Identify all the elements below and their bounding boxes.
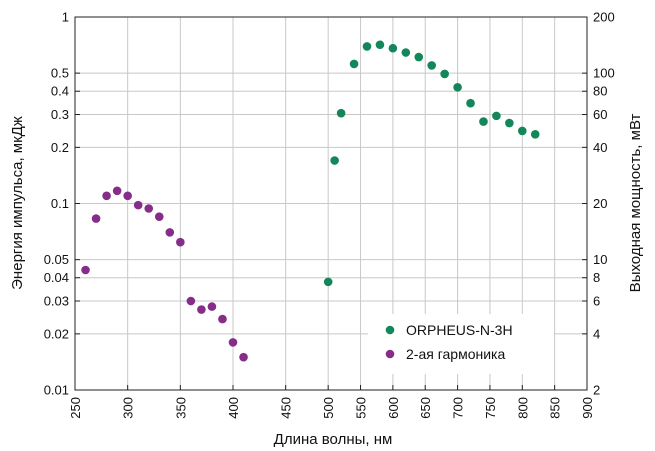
right-axis-label: Выходная мощность, мВт: [627, 114, 644, 293]
data-point-harmonic: [176, 237, 185, 247]
data-point-harmonic: [228, 338, 238, 347]
x-axis-label: Длина волны, нм: [274, 431, 393, 448]
data-point-harmonic: [102, 191, 111, 201]
data-point-orpheus: [349, 59, 359, 69]
data-point-orpheus: [336, 108, 346, 118]
left-tick-label: 0.05: [44, 252, 69, 267]
data-point-harmonic: [112, 186, 122, 196]
right-tick-label: 4: [593, 326, 600, 341]
left-tick-label: 0.04: [44, 270, 69, 285]
left-tick-label: 0.03: [44, 294, 69, 309]
legend-label: ORPHEUS-N-3H: [406, 322, 513, 338]
data-point-harmonic: [133, 200, 143, 210]
right-tick-label: 200: [593, 10, 615, 25]
data-point-orpheus: [323, 277, 333, 287]
data-point-orpheus: [479, 117, 488, 126]
series-points: [81, 40, 540, 362]
x-axis-ticks: 250 300 350 400 450 500 550 600 650 700 750 800 850 9…: [68, 385, 595, 419]
data-point-harmonic: [197, 305, 206, 314]
legend-box: [368, 314, 554, 374]
legend-label: 2-ая гармоника: [406, 346, 505, 362]
data-point-orpheus: [330, 156, 339, 165]
data-point-harmonic: [186, 296, 196, 306]
left-axis-label: Энергия импульса, мкДж: [9, 116, 26, 290]
left-tick-label: 0.3: [51, 107, 69, 122]
x-tick-label: 350: [173, 397, 188, 419]
left-axis-ticks: 0.01 0.02 0.03 0.04 0.05 0.1 0.2 0.3 0.4 0.5 1: [44, 10, 80, 398]
data-point-orpheus: [505, 118, 514, 128]
right-tick-label: 2: [593, 383, 600, 398]
right-tick-label: 8: [593, 270, 600, 285]
data-point-orpheus: [362, 42, 372, 51]
legend-marker: [385, 349, 395, 359]
left-tick-label: 0.2: [51, 140, 69, 155]
data-point-orpheus: [492, 111, 501, 121]
x-tick-label: 550: [354, 397, 369, 419]
data-point-orpheus: [453, 82, 462, 92]
left-tick-label: 0.4: [51, 84, 69, 99]
x-tick-label: 800: [515, 397, 530, 419]
x-tick-label: 250: [68, 397, 83, 419]
data-point-harmonic: [218, 314, 227, 324]
right-tick-label: 6: [593, 294, 600, 309]
right-tick-label: 100: [593, 66, 615, 81]
x-tick-label: 300: [121, 397, 136, 419]
x-tick-label: 850: [548, 397, 563, 419]
legend-marker: [385, 325, 395, 335]
data-point-harmonic: [144, 204, 154, 213]
x-tick-label: 650: [418, 397, 433, 419]
x-tick-label: 500: [321, 397, 336, 419]
data-point-harmonic: [123, 191, 132, 201]
x-tick-label: 450: [279, 397, 294, 419]
data-point-harmonic: [207, 302, 217, 311]
data-point-orpheus: [401, 48, 411, 57]
data-point-harmonic: [154, 212, 164, 221]
data-point-harmonic: [165, 228, 175, 237]
data-point-orpheus: [517, 126, 527, 136]
data-point-harmonic: [91, 214, 101, 223]
right-tick-label: 80: [593, 84, 607, 99]
data-point-orpheus: [375, 40, 385, 50]
right-tick-label: 10: [593, 252, 607, 267]
data-point-harmonic: [81, 265, 90, 275]
data-point-orpheus: [388, 43, 398, 53]
data-point-orpheus: [427, 61, 437, 70]
x-tick-label: 750: [483, 397, 498, 419]
left-tick-label: 0.02: [44, 326, 69, 341]
left-tick-label: 0.01: [44, 383, 69, 398]
data-point-orpheus: [440, 69, 449, 79]
right-axis-ticks: 2 4 6 8 10 20 40 60 80 100 200: [582, 10, 615, 398]
left-tick-label: 0.5: [51, 66, 69, 81]
data-point-harmonic: [239, 352, 248, 362]
right-tick-label: 60: [593, 107, 607, 122]
data-point-orpheus: [530, 129, 540, 139]
left-tick-label: 0.1: [51, 196, 69, 211]
x-tick-label: 600: [386, 397, 401, 419]
data-point-orpheus: [466, 98, 475, 108]
left-tick-label: 1: [62, 10, 69, 25]
x-tick-label: 400: [226, 397, 241, 419]
x-tick-label: 900: [580, 397, 595, 419]
right-tick-label: 20: [593, 196, 607, 211]
legend: ORPHEUS-N-3H 2-ая гармоника: [368, 314, 554, 374]
x-tick-label: 700: [451, 397, 466, 419]
right-tick-label: 40: [593, 140, 607, 155]
data-point-orpheus: [414, 52, 424, 62]
